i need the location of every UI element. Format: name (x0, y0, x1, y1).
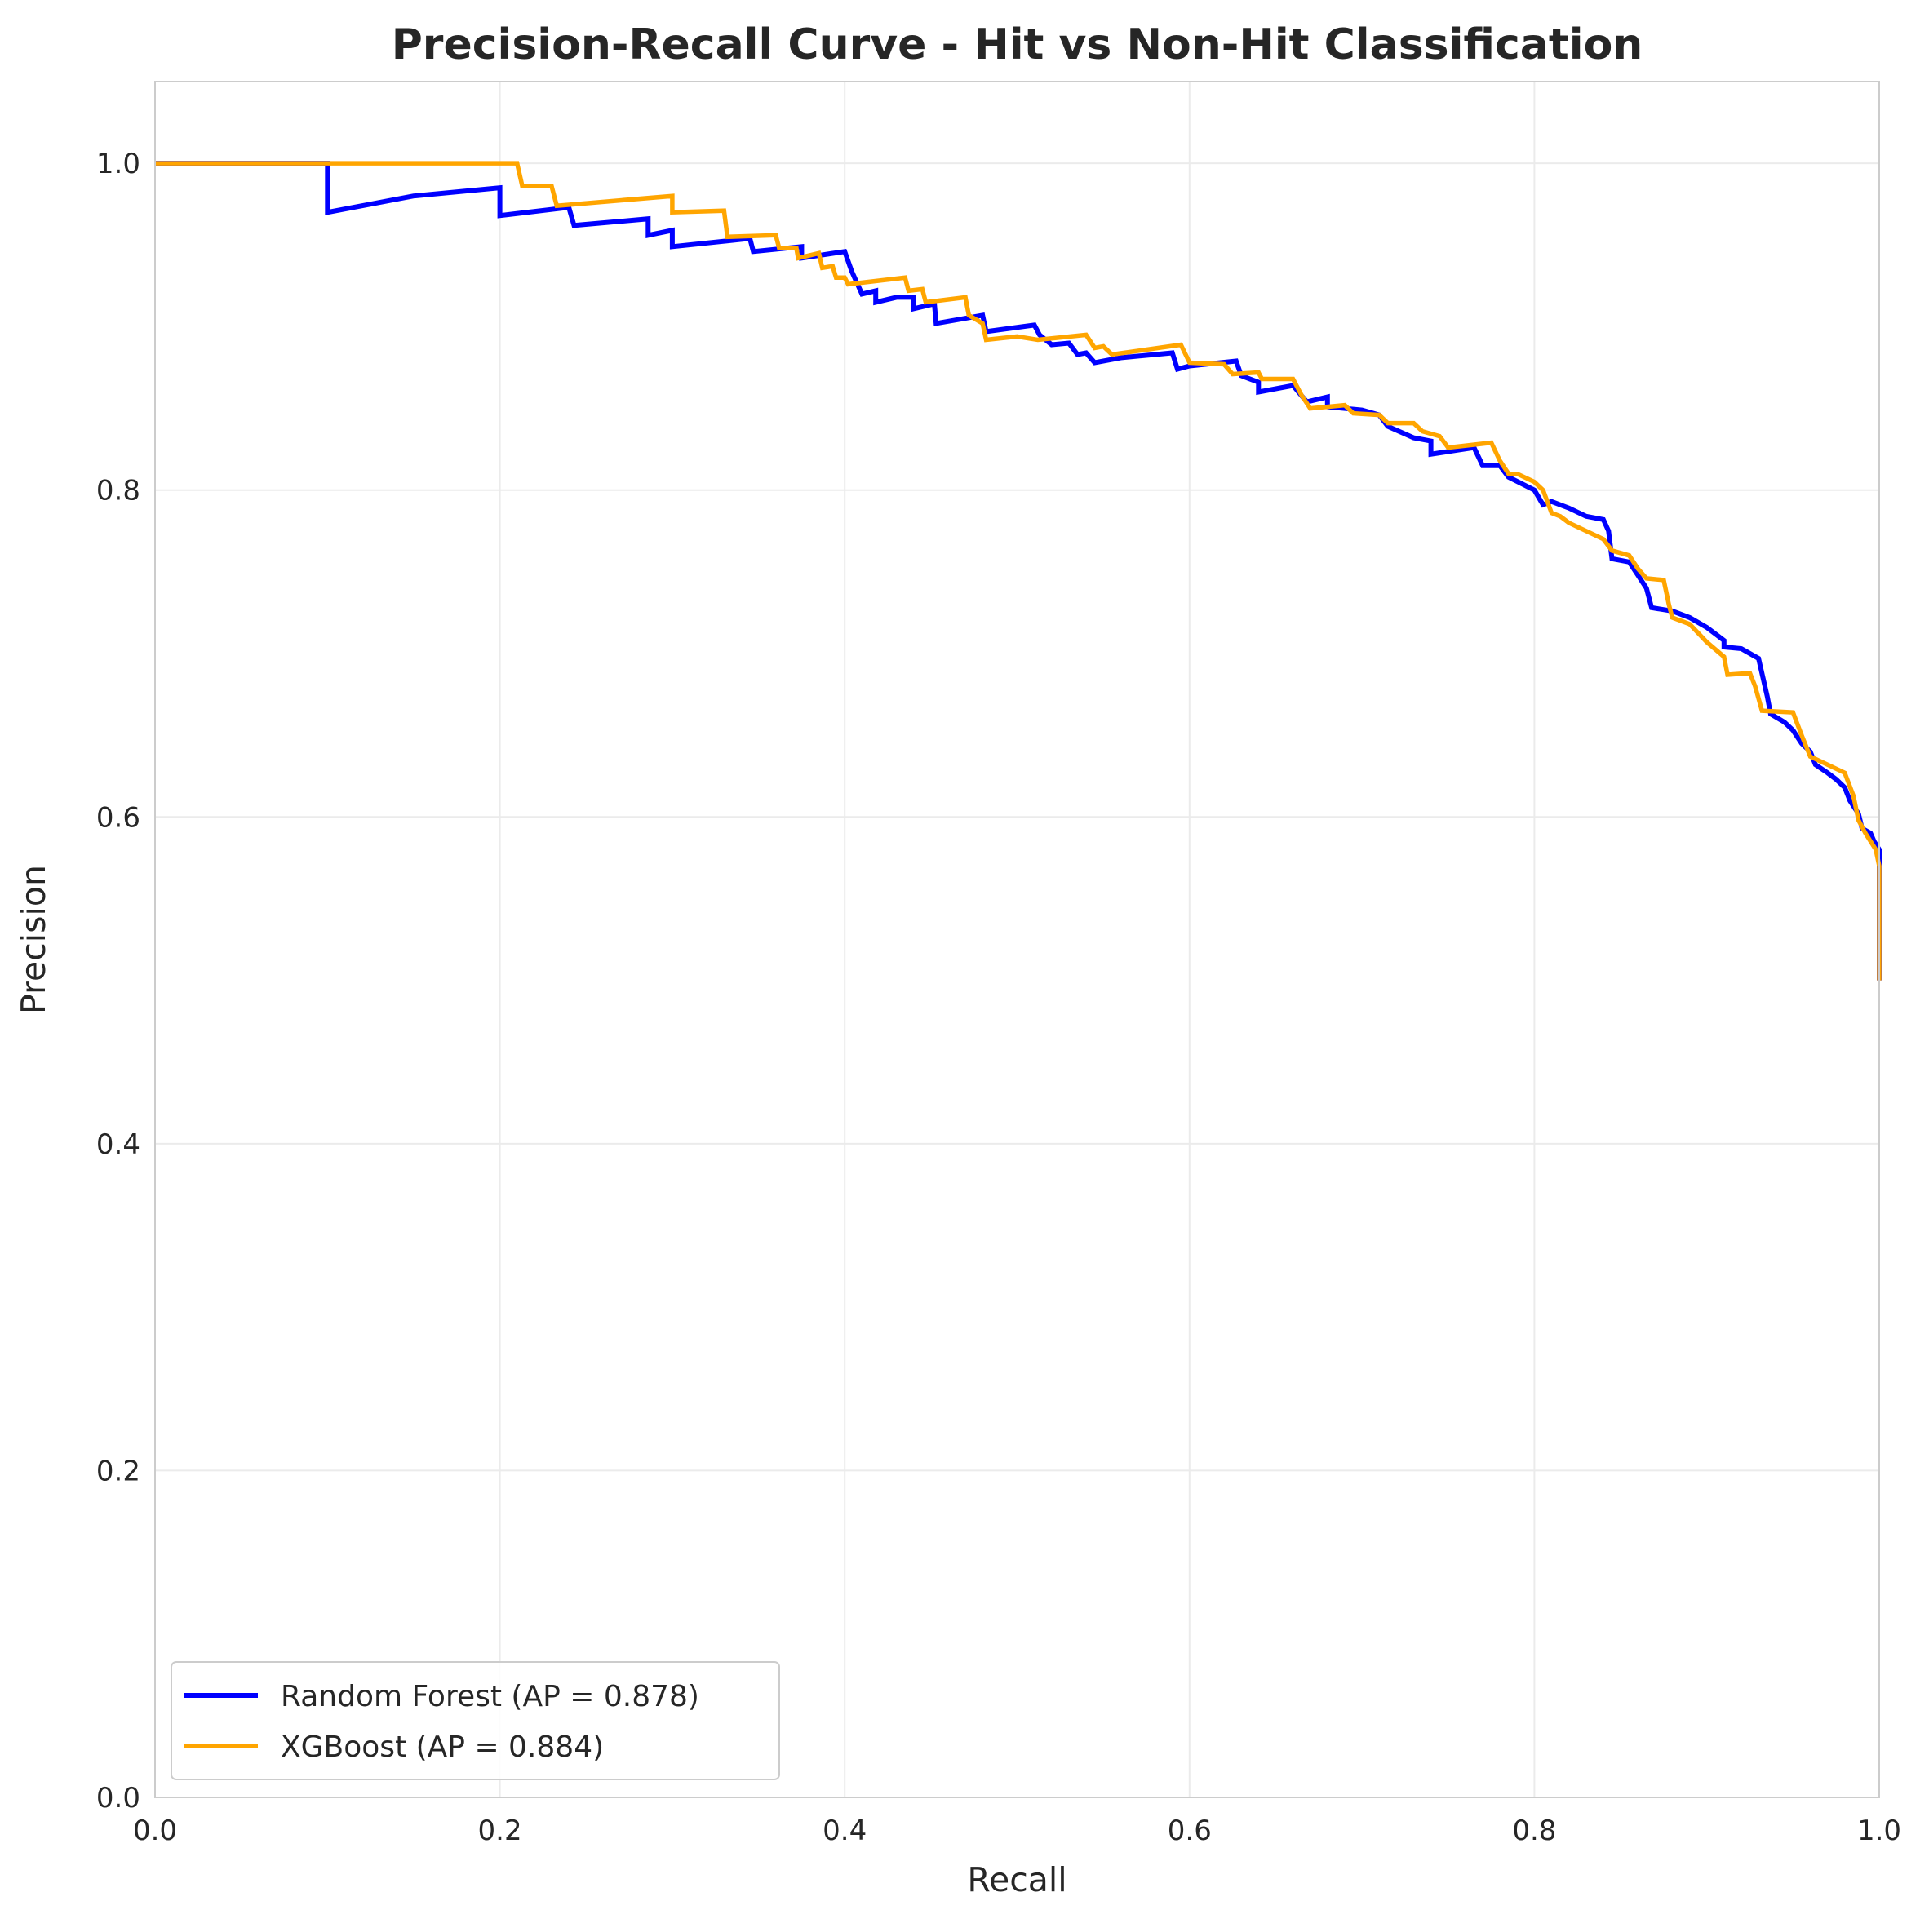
x-tick-label: 0.6 (1168, 1815, 1212, 1847)
y-tick-label: 0.2 (96, 1455, 140, 1487)
y-tick-label: 0.8 (96, 475, 140, 507)
legend-label-xgboost: XGBoost (AP = 0.884) (281, 1730, 604, 1764)
legend-label-random-forest: Random Forest (AP = 0.878) (281, 1680, 699, 1713)
legend: Random Forest (AP = 0.878) XGBoost (AP =… (171, 1661, 780, 1780)
x-tick-label: 1.0 (1857, 1815, 1901, 1847)
x-tick-label: 0.0 (133, 1815, 177, 1847)
series-line-xgboost (155, 161, 1882, 981)
plot-frame (154, 81, 1880, 1798)
legend-box (171, 1661, 780, 1780)
y-tick-label: 0.4 (96, 1128, 140, 1161)
y-tick-label: 0.0 (96, 1782, 140, 1815)
x-tick-label: 0.8 (1512, 1815, 1556, 1847)
x-tick-label: 0.4 (823, 1815, 867, 1847)
y-tick-label: 0.6 (96, 801, 140, 834)
tick-labels: 0.0 0.2 0.4 0.6 0.8 1.0 0.0 0.2 0.4 0.6 0.8 1.0 (96, 148, 1901, 1847)
y-axis-label: Precision (14, 865, 53, 1014)
x-tick-label: 0.2 (478, 1815, 522, 1847)
chart-title: Precision-Recall Curve - Hit vs Non-Hit … (392, 20, 1643, 69)
x-axis-label: Recall (967, 1860, 1066, 1899)
y-tick-label: 1.0 (96, 148, 140, 180)
series-lines (155, 161, 1882, 981)
